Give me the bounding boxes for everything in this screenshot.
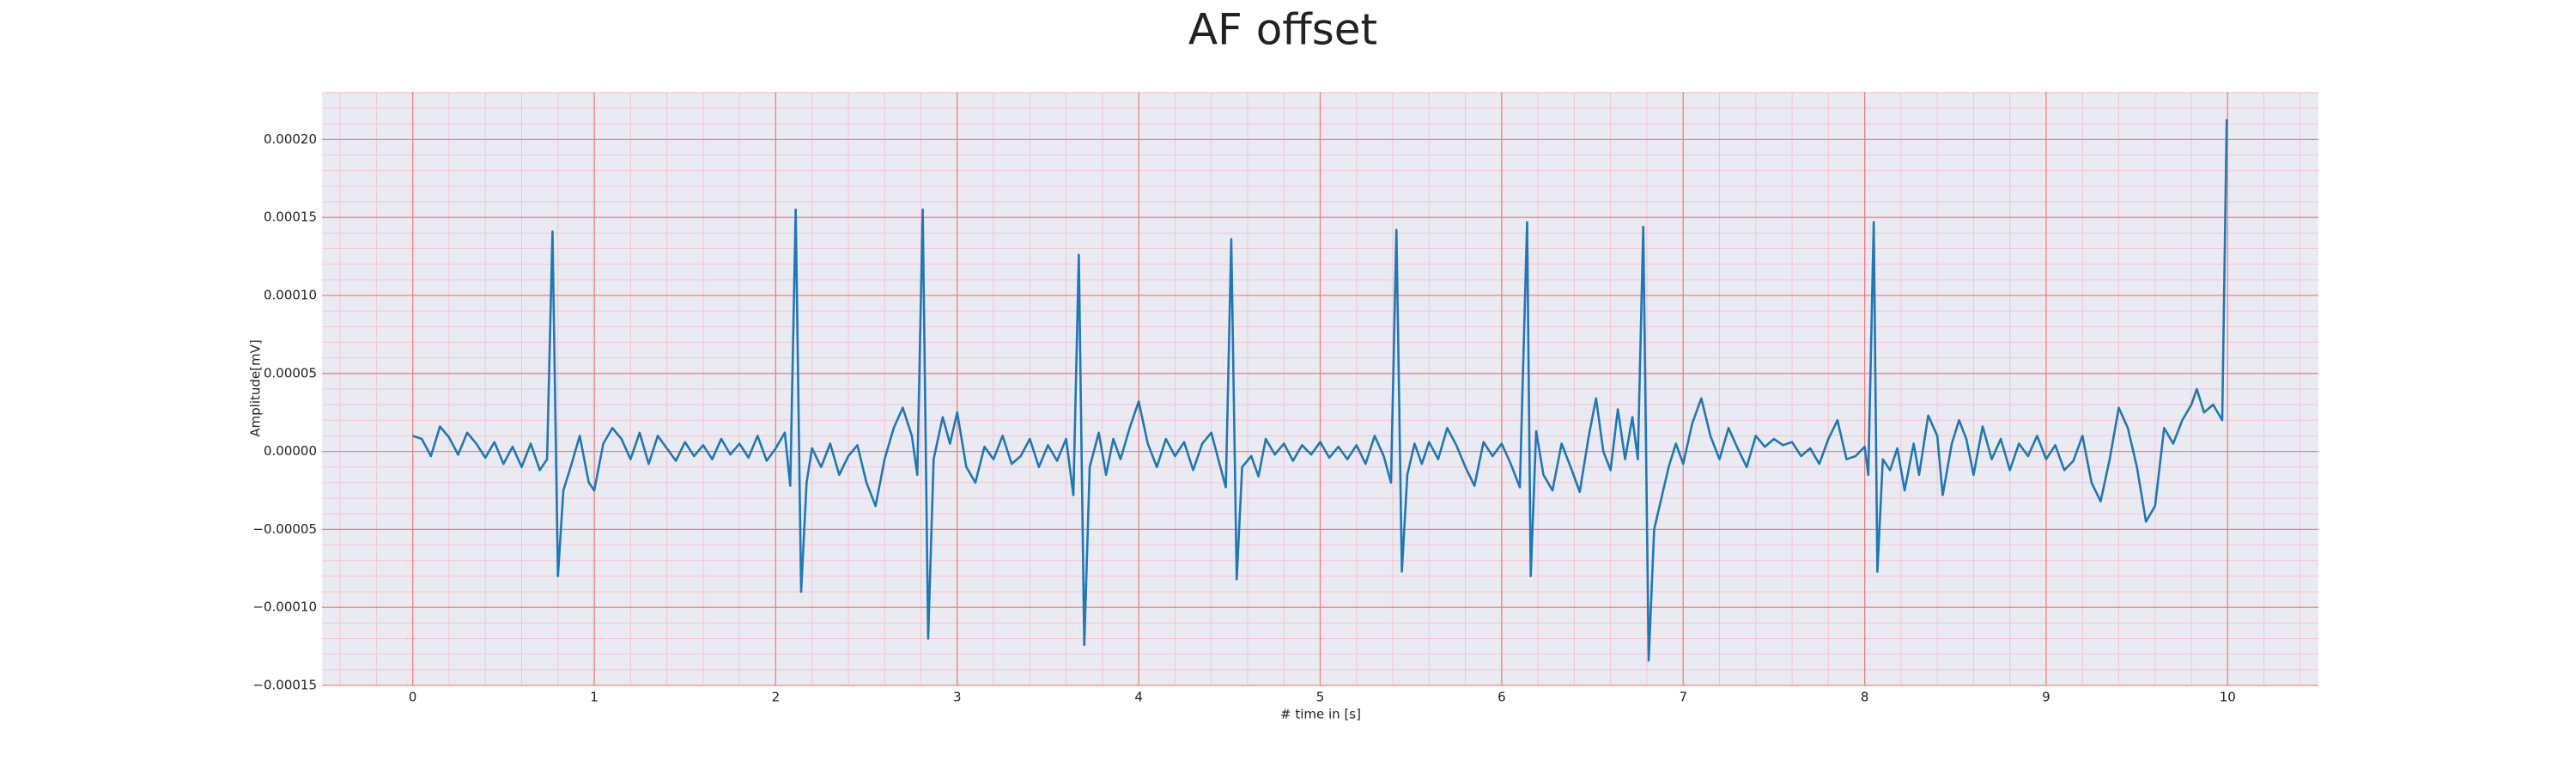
y-tick-label: −0.00005	[252, 521, 317, 537]
x-tick-label: 0	[409, 690, 417, 705]
x-tick-label: 3	[953, 690, 962, 705]
x-axis-label: # time in [s]	[1280, 707, 1361, 722]
x-tick-label: 7	[1679, 690, 1687, 705]
y-tick-label: 0.00005	[264, 365, 317, 380]
x-tick-label: 9	[2042, 690, 2050, 705]
x-tick-label: 2	[772, 690, 781, 705]
y-tick-label: 0.00010	[264, 287, 317, 302]
plot-area	[322, 92, 2318, 686]
x-tick-label: 4	[1134, 690, 1143, 705]
x-tick-label: 8	[1861, 690, 1869, 705]
x-tick-label: 1	[590, 690, 598, 705]
y-tick-label: 0.00020	[264, 131, 317, 147]
x-tick-label: 6	[1498, 690, 1506, 705]
x-tick-label: 5	[1316, 690, 1325, 705]
y-tick-label: 0.00015	[264, 210, 317, 225]
y-tick-label: −0.00010	[252, 600, 317, 615]
signal-line	[412, 119, 2228, 662]
y-axis-label: Amplitude[mV]	[248, 339, 264, 436]
x-tick-label: 10	[2220, 690, 2236, 705]
y-tick-label: 0.00000	[264, 443, 317, 459]
y-tick-label: −0.00015	[252, 678, 317, 693]
chart-title: AF offset	[1188, 5, 1377, 55]
